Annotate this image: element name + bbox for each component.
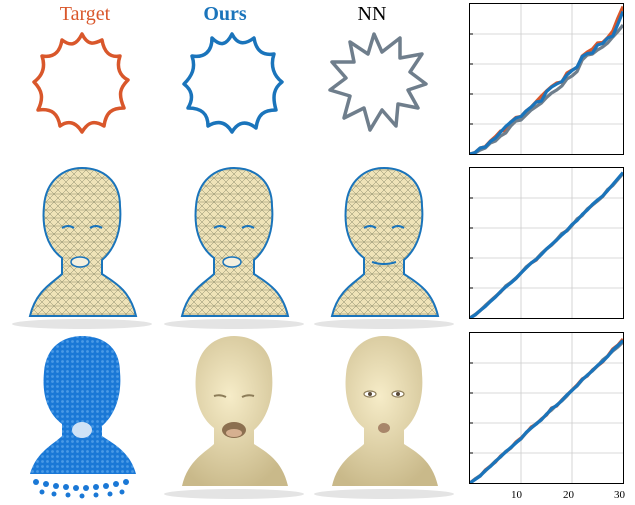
- head-render-icon: [164, 336, 304, 499]
- header-ours: Ours: [203, 3, 247, 25]
- plot-frame: [469, 3, 624, 155]
- target-mesh-head: [10, 166, 155, 330]
- star-shape-icon: [182, 32, 284, 134]
- ours-star-shape: [176, 28, 292, 136]
- series-ours-line: [469, 171, 624, 319]
- x-tick-label: 20: [563, 489, 574, 501]
- series-ours-line: [469, 10, 624, 155]
- cumulative-plot-2: [469, 167, 624, 319]
- x-tick-label: 30: [614, 489, 625, 501]
- head-mesh-icon: [12, 166, 152, 329]
- series-ours-line: [469, 339, 624, 484]
- target-pointcloud-head: [10, 334, 155, 500]
- series-nn-line: [469, 24, 624, 155]
- head-mesh-icon: [314, 166, 454, 329]
- target-star-shape: [24, 28, 140, 136]
- series-target-line: [469, 5, 624, 155]
- series-target-line: [469, 171, 624, 319]
- nn-rendered-head: [312, 334, 457, 500]
- cumulative-plot-1: [469, 3, 624, 155]
- header-nn: NN: [357, 3, 387, 25]
- header-target: Target: [59, 3, 111, 25]
- head-render-icon: [314, 336, 454, 499]
- star-shape-icon: [328, 32, 428, 132]
- star-shape-icon: [32, 32, 130, 134]
- chart-2: [469, 167, 624, 319]
- ours-rendered-head: [162, 334, 307, 500]
- nn-mesh-head: [312, 166, 457, 330]
- plot-frame: [469, 167, 624, 319]
- x-tick-label: 10: [511, 489, 522, 501]
- nn-star-shape: [322, 28, 438, 136]
- series-nn-line: [469, 172, 624, 319]
- head-pointcloud-icon: [30, 336, 136, 499]
- chart-3: [469, 332, 624, 484]
- head-mesh-icon: [164, 166, 304, 329]
- chart-1: [469, 3, 624, 155]
- ours-mesh-head: [162, 166, 307, 330]
- cumulative-plot-3: [469, 332, 624, 484]
- plot-frame: [469, 332, 624, 484]
